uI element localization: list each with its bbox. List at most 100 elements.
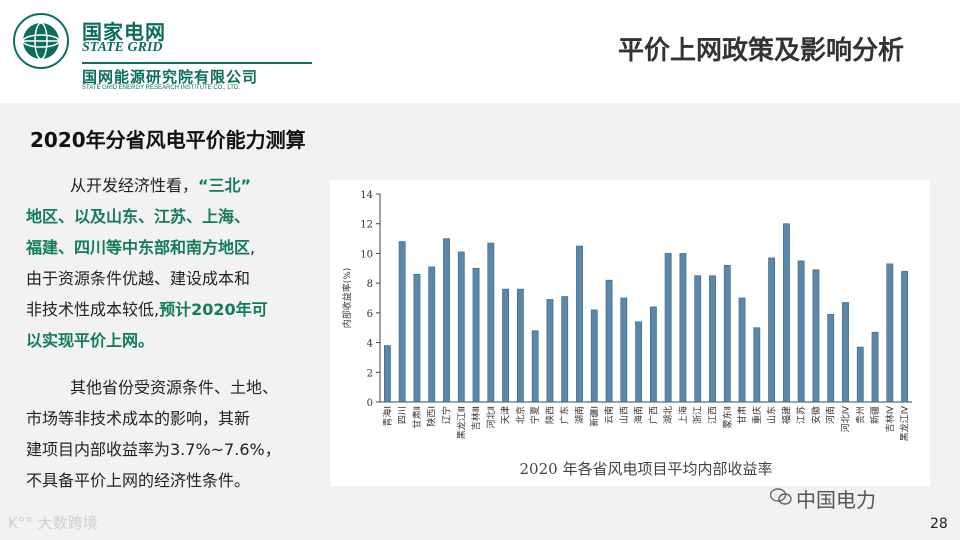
bar	[398, 241, 406, 403]
chart-title: 2020 年各省风电项目平均内部收益率	[520, 460, 773, 478]
para1-line6: 以实现平价上网。	[26, 331, 155, 350]
bar	[502, 288, 510, 403]
bar	[576, 245, 583, 403]
para1-line1: 从开发经济性看，“三北”	[26, 170, 326, 201]
x-tick-label: 蒙东Ⅱ	[721, 406, 733, 428]
header-divider	[82, 62, 312, 64]
state-grid-logo-icon	[13, 13, 69, 69]
x-tick-label: 宁夏	[529, 406, 541, 424]
x-tick-label: 云南	[603, 406, 615, 424]
logo-english-name: STATE GRID	[82, 40, 163, 55]
para1-line5-text: 非技术性成本较低,	[26, 300, 160, 319]
x-tick-label: 贵州	[854, 406, 866, 424]
institute-chinese-name: 国网能源研究院有限公司	[82, 68, 259, 86]
para2-line3: 建项目内部收益率为3.7%~7.6%，	[26, 440, 281, 459]
wechat-icon	[770, 488, 792, 505]
bar	[768, 257, 776, 403]
x-tick-label: 广西	[647, 406, 659, 424]
x-tick-label: 甘肃Ⅱ	[411, 406, 423, 428]
bar	[531, 330, 539, 403]
y-axis-label: 内部收益率(%)	[341, 268, 353, 329]
bar	[546, 299, 554, 403]
bar	[561, 296, 569, 403]
watermark-text: 大数跨境	[37, 514, 98, 532]
header: 国家电网 STATE GRID 国网能源研究院有限公司 STATE GRID E…	[0, 0, 960, 100]
section-subtitle: 2020年分省风电平价能力测算	[30, 128, 306, 152]
para2-line4: 不具备平价上网的经济性条件。	[26, 471, 251, 490]
bar	[516, 288, 524, 403]
para1-line5-highlight: 预计2020年可	[159, 300, 268, 319]
x-tick-label: 河北Ⅱ	[485, 406, 497, 428]
bar	[694, 275, 702, 403]
bar	[383, 345, 391, 403]
para1-line1-highlight: “三北”	[198, 176, 252, 195]
bar	[428, 266, 436, 403]
bar	[901, 270, 909, 403]
para1-line1-text: 从开发经济性看，	[70, 176, 199, 195]
y-tick-label: 10	[360, 249, 373, 260]
x-tick-label: 山东	[766, 406, 778, 424]
bar	[664, 253, 672, 403]
bar	[487, 242, 495, 403]
bar	[827, 314, 835, 403]
para2-line1: 其他省份受资源条件、土地、	[70, 378, 279, 397]
y-tick-label: 4	[367, 339, 373, 350]
x-tick-label: 上海	[677, 406, 689, 424]
x-tick-label: 黑龙江Ⅲ	[455, 406, 467, 439]
bar	[723, 265, 731, 403]
para1-line2: 地区、以及山东、江苏、上海、	[26, 207, 251, 226]
x-tick-label: 重庆	[751, 406, 763, 424]
x-tick-label: 甘肃	[736, 406, 748, 424]
y-tick-label: 8	[367, 279, 373, 290]
y-tick-label: 6	[367, 309, 373, 320]
para1-line5: 非技术性成本较低,预计2020年可	[26, 294, 326, 325]
x-tick-label: 湖南	[574, 406, 586, 424]
para1-line4: 由于资源条件优越、建设成本和	[26, 269, 251, 288]
x-tick-label: 广东	[559, 406, 571, 424]
bar	[590, 309, 598, 403]
x-tick-label: 河南	[825, 406, 837, 424]
para1-line3: 福建、四川等中东部和南方地区,	[26, 232, 326, 263]
bar	[635, 321, 643, 403]
bar	[797, 260, 805, 403]
x-tick-label: 北京	[514, 406, 526, 424]
bar	[709, 275, 716, 403]
x-tick-label: 江西	[708, 406, 719, 424]
bar	[679, 253, 687, 403]
x-tick-label: 江苏	[795, 406, 807, 424]
bar	[738, 297, 746, 403]
y-tick-label: 2	[367, 368, 373, 379]
x-tick-label: 陕西	[544, 406, 556, 424]
x-tick-label: 湖北	[663, 406, 674, 424]
bar	[856, 346, 864, 403]
x-tick-label: 福建	[780, 406, 792, 424]
x-tick-label: 陕西Ⅰ	[426, 406, 438, 427]
bar	[871, 331, 879, 403]
x-tick-label: 新疆	[869, 406, 881, 424]
y-tick-label: 12	[360, 220, 373, 231]
page-number: 28	[930, 516, 948, 532]
bar	[472, 267, 480, 403]
bar	[413, 273, 421, 403]
bar	[620, 297, 628, 403]
watermark-icon: K°°	[8, 514, 33, 532]
wechat-account-name: 中国电力	[796, 488, 876, 512]
institute-english-name: STATE GRID ENERGY RESEARCH INSTITUTE CO.…	[82, 85, 240, 91]
chart-container: 0 2 4 6 8 10 12 14 内部收益率(%) 青海Ⅰ 四川 甘肃Ⅱ 陕西Ⅰ 辽宁 黑龙江Ⅲ 吉林Ⅲ 河…	[330, 180, 930, 486]
bar	[886, 263, 894, 403]
paragraph-one: 从开发经济性看，“三北” 地区、以及山东、江苏、上海、 福建、四川等中东部和南方…	[26, 170, 326, 356]
bar	[605, 279, 613, 403]
x-tick-label: 海南	[633, 406, 645, 424]
y-tick-label: 14	[360, 190, 373, 201]
bar	[782, 223, 790, 403]
para1-line3-highlight: 福建、四川等中东部和南方地区	[26, 238, 251, 257]
x-tick-label: 浙江	[692, 406, 704, 424]
bar	[812, 269, 820, 403]
bar	[457, 251, 465, 403]
bar	[842, 302, 849, 403]
x-tick-label: 天津	[501, 406, 512, 424]
bar	[753, 327, 761, 403]
slide-title: 平价上网政策及影响分析	[617, 36, 904, 66]
x-tick-label: 河北Ⅳ	[840, 405, 852, 432]
